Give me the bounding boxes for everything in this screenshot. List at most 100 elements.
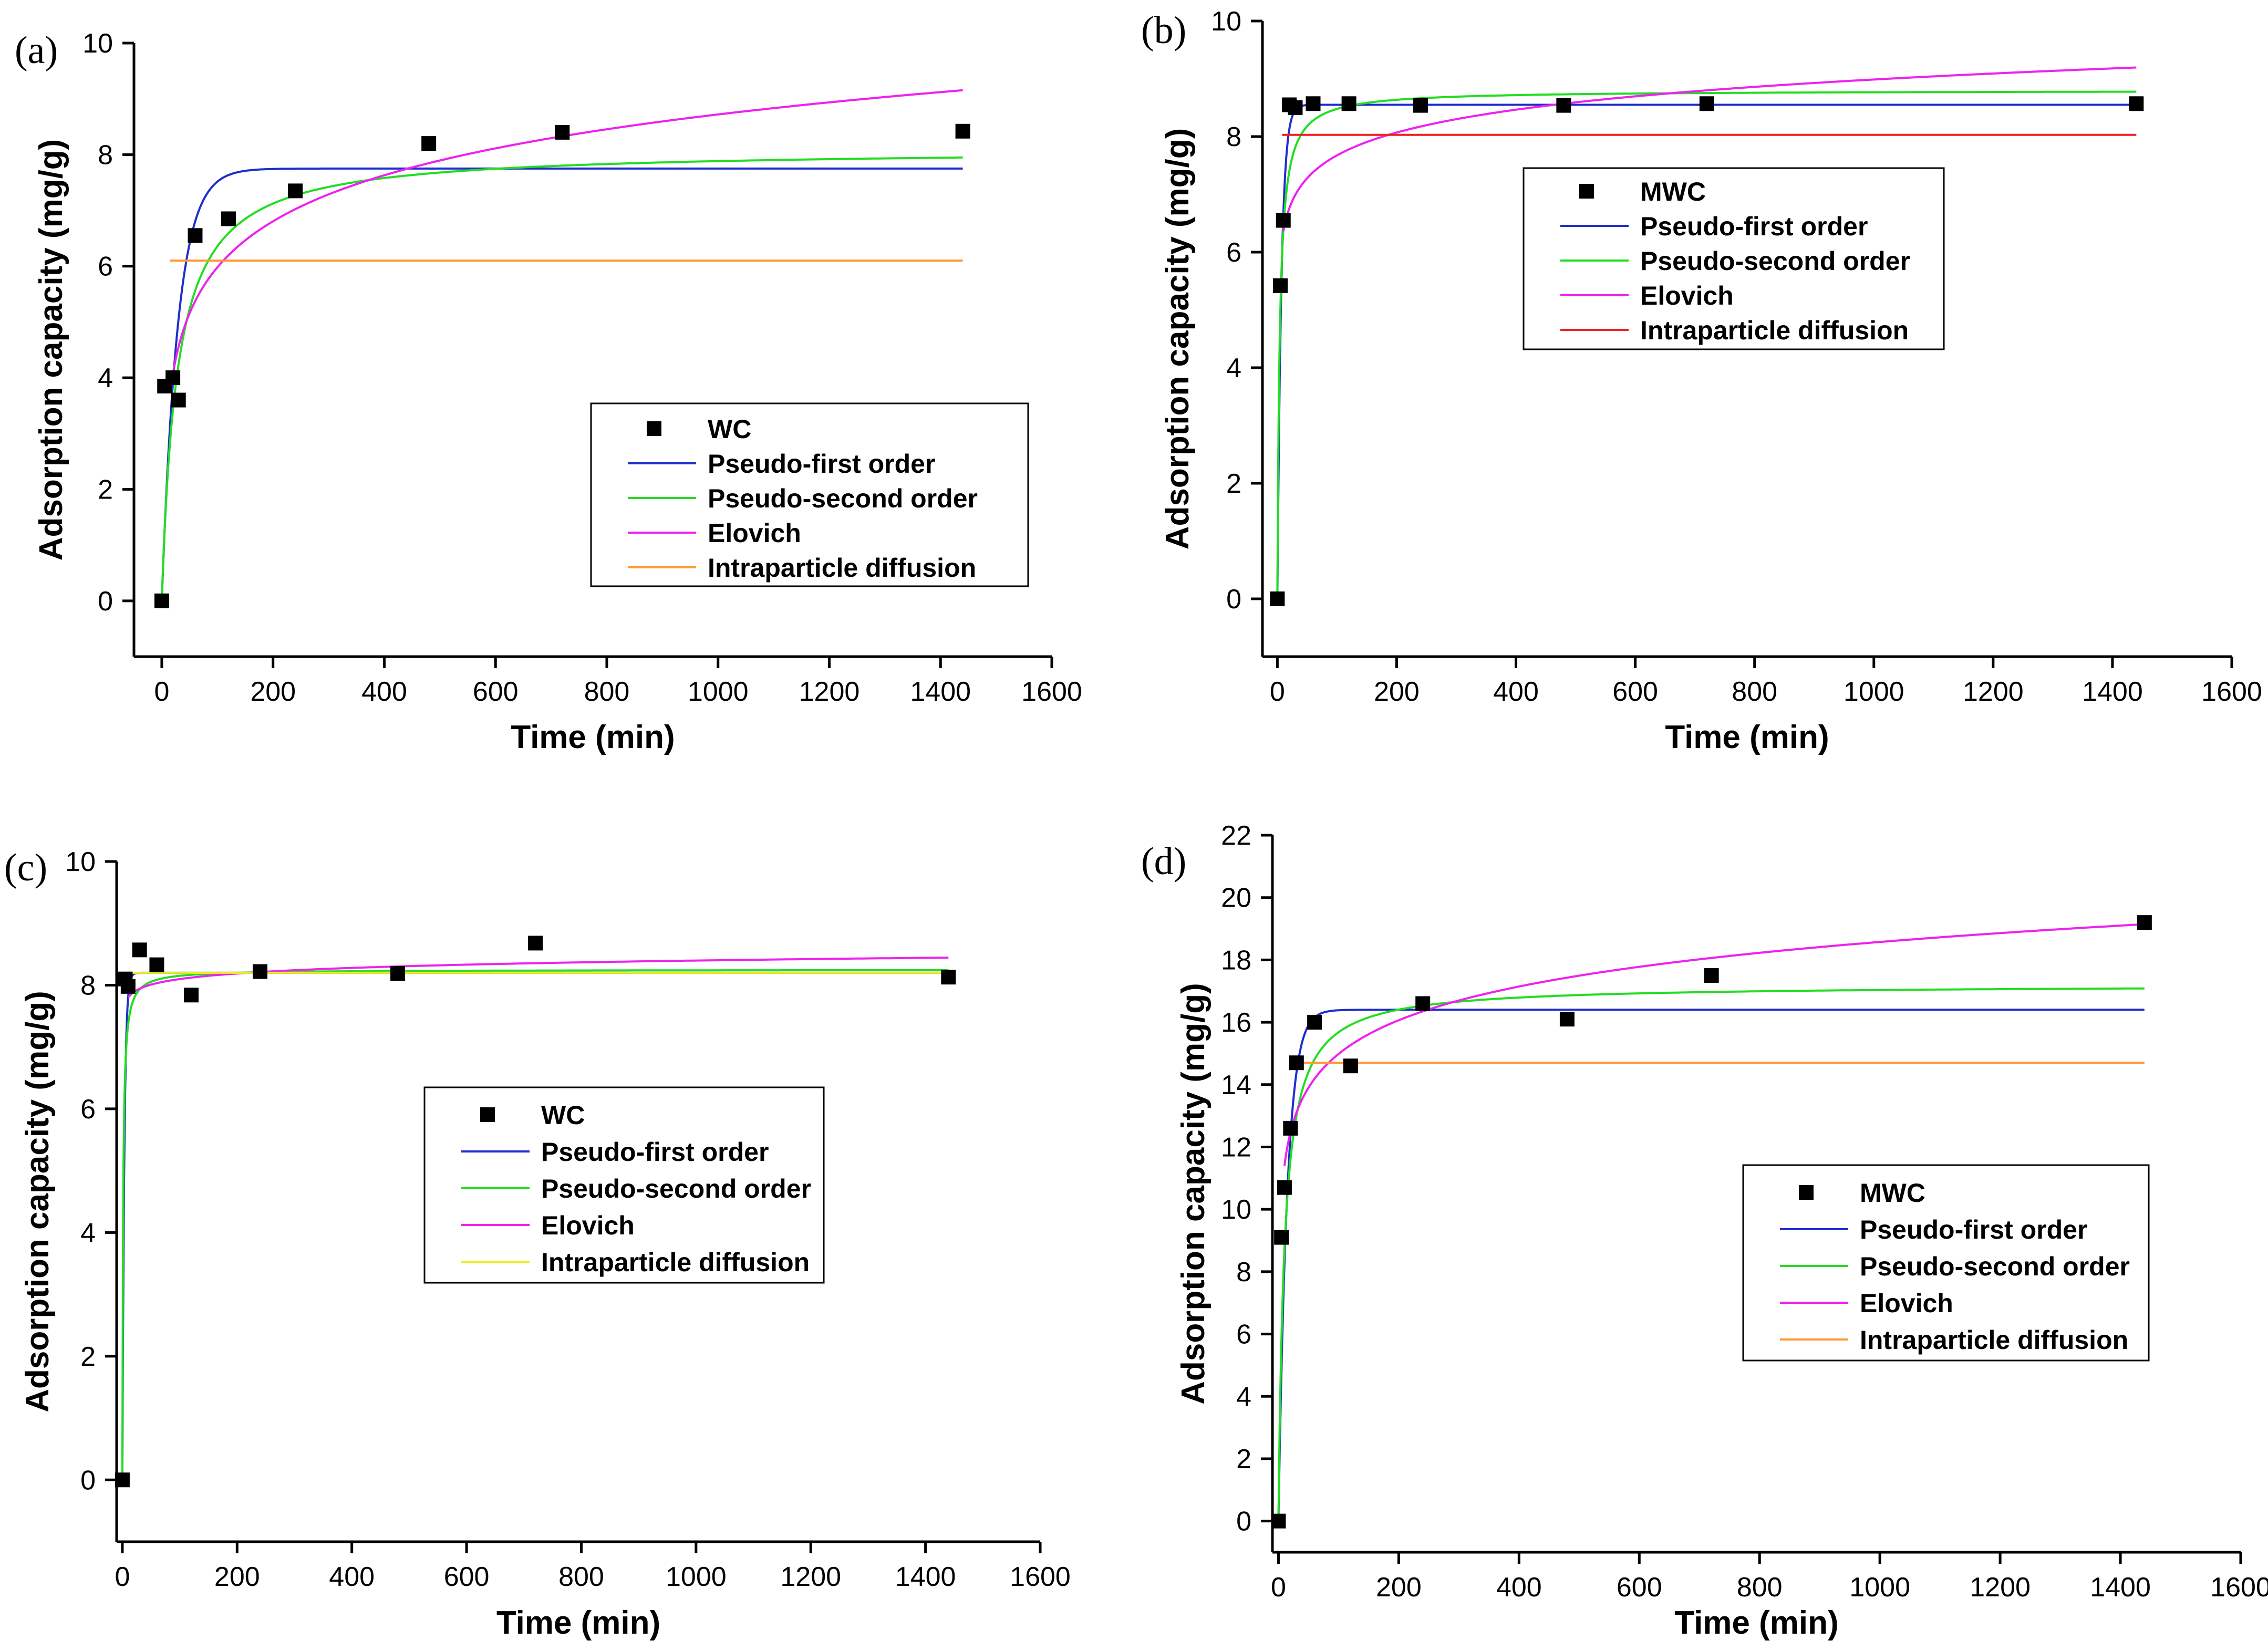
data-point [188,228,203,243]
y-tick-label: 4 [1226,353,1241,383]
data-point [1270,591,1285,606]
legend-label: Elovich [708,518,801,548]
legend: MWC Pseudo-first order Pseudo-second order… [1742,1164,2150,1362]
series-line-2 [127,957,949,999]
data-point [390,966,406,981]
legend-label: Elovich [1860,1289,1953,1318]
data-point [1306,96,1321,111]
x-tick-label: 1000 [666,1562,727,1592]
legend-label: Intraparticle diffusion [541,1248,810,1277]
x-tick-label: 1200 [1963,677,2024,707]
data-point [221,211,236,226]
data-point [2129,96,2144,111]
x-tick-label: 200 [1374,677,1420,707]
legend: WC Pseudo-first order Pseudo-second order E… [590,402,1029,587]
y-tick-label: 6 [1226,237,1241,268]
data-point [288,183,303,199]
panel-label: (c) [4,846,47,889]
y-tick-label: 8 [98,140,113,170]
x-tick-label: 0 [1270,677,1285,707]
data-point [1341,96,1356,111]
x-tick-label: 200 [1376,1572,1422,1603]
y-tick-label: 0 [1226,584,1241,615]
y-tick-label: 2 [1226,469,1241,499]
x-tick-label: 0 [154,677,169,707]
x-tick-label: 400 [1493,677,1539,707]
y-tick-label: 8 [1236,1257,1251,1287]
y-tick-label: 0 [80,1465,96,1496]
data-point [1276,213,1291,228]
y-tick-label: 4 [80,1218,96,1248]
y-tick-label: 0 [98,586,113,617]
panel-label: (d) [1141,840,1186,883]
x-tick-label: 1400 [2082,677,2143,707]
data-point [941,970,956,985]
legend-marker [480,1107,495,1122]
x-tick-label: 600 [1612,677,1658,707]
data-point [1273,278,1288,293]
x-axis-title: Time (min) [496,1605,660,1641]
y-tick-label: 2 [98,474,113,505]
y-tick-label: 14 [1221,1070,1251,1100]
x-tick-label: 800 [1737,1572,1783,1603]
legend-label: Pseudo-first order [708,449,935,479]
x-tick-label: 1400 [895,1562,956,1592]
y-tick-label: 6 [80,1094,96,1125]
legend-label: Pseudo-second order [1860,1252,2130,1281]
x-tick-label: 800 [584,677,630,707]
y-tick-label: 6 [98,252,113,282]
legend-box [590,402,1029,587]
legend-label: Intraparticle diffusion [708,553,976,583]
legend-label: Pseudo-second order [1640,246,1910,276]
data-point [149,957,164,972]
data-point [1271,1513,1286,1529]
chart-panel-1: (b) 0 2 4 6 8 10 0 200 400 600 800 1000 1200 1400 1600 T… [1141,6,2262,755]
data-point [955,123,970,139]
legend-label: Pseudo-first order [1640,212,1868,241]
data-point [171,392,186,408]
data-point [120,979,136,994]
data-point [1413,98,1428,113]
legend-label: Intraparticle diffusion [1640,316,1909,345]
x-tick-label: 1400 [2090,1572,2151,1603]
legend-label: Pseudo-second order [541,1174,811,1203]
data-point [165,370,181,386]
x-tick-label: 200 [214,1562,260,1592]
y-tick-label: 10 [65,847,96,877]
x-tick-label: 1400 [910,677,971,707]
data-point [1288,100,1303,115]
data-point [1415,996,1431,1011]
data-point [1704,968,1719,983]
legend-label: Elovich [1640,281,1734,310]
panel-label: (b) [1141,9,1186,52]
y-tick-label: 4 [1236,1382,1251,1412]
legend-label: Intraparticle diffusion [1860,1325,2128,1355]
legend: MWC Pseudo-first order Pseudo-second order… [1523,167,1945,350]
legend-marker [647,421,661,436]
legend-label: Elovich [541,1211,635,1240]
data-point [1699,96,1714,111]
legend-label: MWC [1640,177,1706,206]
x-tick-label: 1000 [688,677,749,707]
x-axis-title: Time (min) [511,719,675,755]
x-tick-label: 0 [115,1562,130,1592]
legend-label: Pseudo-first order [541,1137,769,1167]
legend-label: Pseudo-second order [708,484,978,513]
x-tick-label: 400 [361,677,407,707]
y-tick-label: 22 [1221,821,1251,851]
legend: WC Pseudo-first order Pseudo-second order E… [423,1086,825,1284]
x-tick-label: 1000 [1844,677,1904,707]
y-tick-label: 20 [1221,883,1251,913]
data-point [421,136,437,151]
y-tick-label: 4 [98,363,113,393]
data-point [555,124,570,140]
chart-panel-2: (c) 0 2 4 6 8 10 0 200 400 600 800 1000 1200 1400 1600 T… [4,846,1071,1641]
y-axis-title: Adsorption capacity (mg/g) [1175,983,1211,1405]
x-tick-label: 0 [1271,1572,1286,1603]
x-tick-label: 800 [1732,677,1777,707]
y-tick-label: 0 [1236,1507,1251,1537]
series-line-1 [1277,987,2145,1521]
data-point [1559,1012,1575,1027]
x-tick-label: 400 [1496,1572,1542,1603]
x-tick-label: 1600 [2201,677,2262,707]
